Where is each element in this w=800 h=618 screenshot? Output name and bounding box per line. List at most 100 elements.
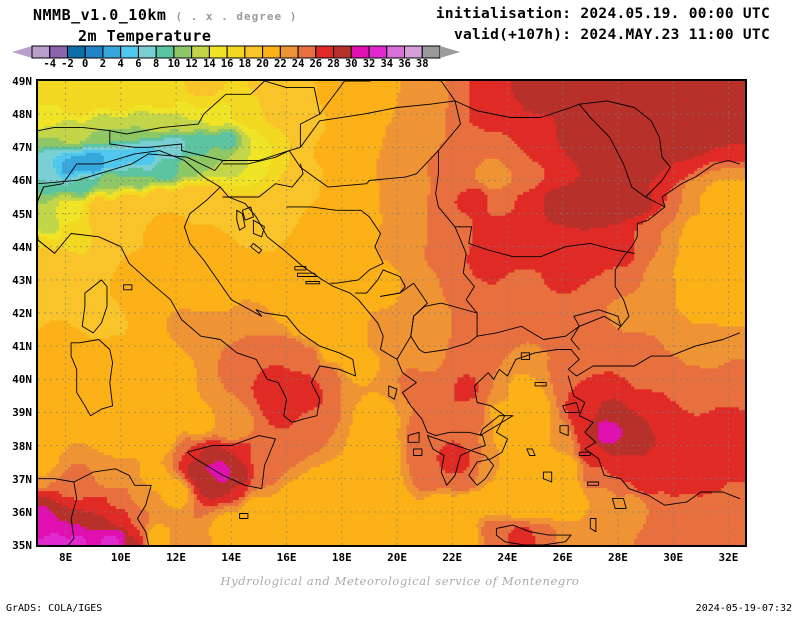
colorbar-tick: 10 [167, 58, 181, 70]
border-rs-bg-mk-gr [454, 226, 622, 340]
border-at-hu-sk [222, 81, 321, 161]
initialisation-time: initialisation: 2024.05.19. 00:00 UTC [435, 6, 770, 22]
colorbar-swatch [191, 45, 210, 59]
border-ro-rs-bg [435, 150, 635, 258]
island-elba [123, 284, 133, 291]
island-zakynthos [413, 448, 423, 456]
model-subtitle: ( . x . degree ) [175, 10, 298, 23]
border-gr-tr [570, 325, 580, 350]
lon-tick-label: 28E [608, 551, 628, 564]
valid-time: valid(+107h): 2024.MAY.23 11:00 UTC [453, 27, 770, 43]
border-mk-al-gr [410, 302, 478, 354]
border-md [578, 100, 671, 198]
island-cres [236, 209, 246, 231]
graticule [38, 81, 745, 545]
colorbar-low-arrow [12, 46, 32, 58]
colorbar-tick: 8 [153, 58, 160, 70]
border-ba-hr [286, 206, 384, 284]
island-corfu [388, 385, 398, 400]
lat-tick-label: 42N [12, 307, 32, 320]
colorbar-tick: 6 [135, 58, 142, 70]
colorbar-tick: 36 [398, 58, 411, 70]
lon-tick-label: 22E [442, 551, 463, 564]
colorbar-swatches [12, 45, 460, 59]
colorbar-tick: 22 [274, 58, 287, 70]
border-me-rs-ba [355, 269, 406, 297]
sicily [186, 435, 276, 490]
balkan-coast [219, 186, 740, 486]
island-kefalonia [407, 431, 420, 443]
island-naxos [542, 471, 553, 483]
lat-tick-label: 46N [12, 174, 32, 188]
border-tr-bg [578, 315, 622, 327]
border-ro-ua [476, 103, 666, 208]
lat-tick-label: 36N [12, 505, 32, 519]
temperature-field [38, 81, 745, 545]
colorbar-tick-labels: -4 -2 0 2 4 6 8 10 12 14 16 18 20 22 24 26 28 30 32 34 36 38 [10, 58, 465, 71]
colorbar-tick: 32 [362, 58, 376, 70]
lon-tick-label: 14E [221, 551, 242, 564]
lat-tick-label: 49N [12, 75, 32, 88]
colorbar-swatch [208, 45, 228, 59]
border-fr-it [38, 186, 56, 254]
island-rhodes [611, 498, 627, 509]
island-dugiotok [250, 242, 263, 254]
lon-tick-label: 16E [276, 551, 297, 564]
lon-tick-label: 30E [663, 551, 684, 564]
colorbar-swatch [421, 45, 441, 59]
island-lesvos [562, 402, 580, 413]
island-krk [241, 206, 254, 221]
island-andros [526, 448, 536, 456]
sardinia [70, 339, 114, 417]
temperature-map [36, 79, 747, 547]
model-title-text: NMMB_v1.0_10km [33, 6, 167, 24]
colorbar-tick: 24 [291, 58, 305, 70]
border-hr-si [222, 163, 304, 198]
border-si-at [222, 150, 290, 165]
border-alps-ch [38, 126, 224, 185]
border-africa [67, 481, 78, 545]
africa-coast [38, 468, 152, 545]
lat-tick-label: 48N [12, 108, 32, 122]
colorbar-swatch [31, 45, 51, 59]
colorbar-tick: 20 [256, 58, 269, 70]
colorbar-tick: 18 [238, 58, 252, 70]
colorbar-swatch [404, 45, 423, 59]
colorbar-swatch [297, 45, 317, 59]
colorbar-tick: 16 [220, 58, 234, 70]
colorbar-swatch [350, 45, 370, 59]
border-cz-pl [319, 81, 346, 115]
italy [38, 150, 357, 423]
lat-tick-label: 37N [12, 472, 32, 486]
island-pag [252, 219, 265, 238]
island-euboea [479, 415, 514, 437]
colorbar-tick: 30 [344, 58, 358, 70]
colorbar-tick: 0 [82, 58, 89, 70]
lat-tick-label: 39N [12, 406, 32, 420]
colorbar-swatch [84, 45, 104, 59]
lon-tick-label: 24E [497, 551, 518, 564]
colorbar-tick: 4 [117, 58, 124, 70]
lon-tick-label: 26E [552, 551, 573, 564]
render-timestamp: 2024-05-19-07:32 [695, 603, 792, 614]
lat-tick-label: 43N [12, 273, 32, 287]
blacksea-west [614, 160, 740, 331]
temperature-raster [38, 81, 745, 545]
colorbar-tick: 26 [309, 58, 323, 70]
colorbar-swatch [333, 45, 352, 59]
colorbar-swatch [120, 45, 139, 59]
colorbar-tick: -2 [61, 58, 74, 70]
colorbar-tick: 2 [99, 58, 107, 70]
grads-credit: GrADS: COLA/IGES [6, 603, 103, 614]
border-sk-ua [344, 81, 478, 112]
lon-tick-label: 20E [387, 551, 407, 564]
lon-tick-label: 10E [110, 551, 131, 564]
colorbar-tick: 38 [415, 58, 429, 70]
island-brac [294, 266, 307, 271]
colorbar-tick: 14 [203, 58, 216, 70]
corsica [81, 279, 108, 334]
turkey-aegean [567, 375, 740, 506]
colorbar-swatch [173, 45, 193, 59]
island-karpathos [589, 518, 597, 533]
border-at-de [109, 81, 265, 135]
